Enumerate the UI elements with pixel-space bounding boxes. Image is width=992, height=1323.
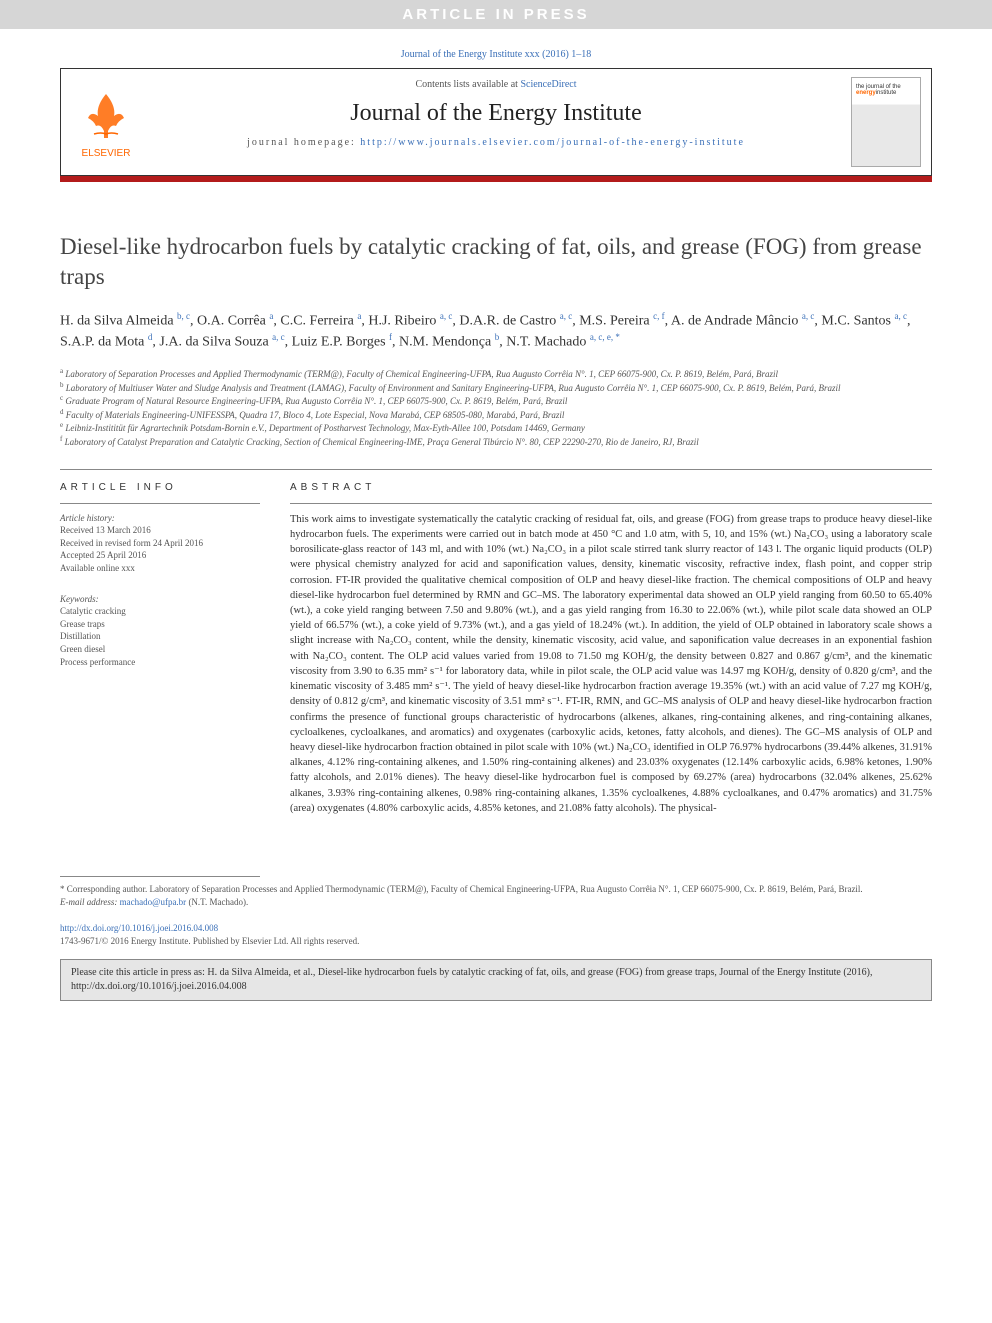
keywords-block: Keywords: Catalytic crackingGrease traps… <box>60 593 260 669</box>
journal-homepage-line: journal homepage: http://www.journals.el… <box>151 137 841 148</box>
footer: * Corresponding author. Laboratory of Se… <box>60 876 932 947</box>
abstract-text: This work aims to investigate systematic… <box>290 512 932 816</box>
affiliation-item: d Faculty of Materials Engineering-UNIFE… <box>60 408 932 422</box>
revised-date: Received in revised form 24 April 2016 <box>60 537 260 550</box>
top-journal-citation: Journal of the Energy Institute xxx (201… <box>0 29 992 68</box>
cover-main: energy <box>856 90 876 96</box>
history-label: Article history: <box>60 512 260 525</box>
article-title: Diesel-like hydrocarbon fuels by catalyt… <box>60 232 932 292</box>
article-info-column: ARTICLE INFO Article history: Received 1… <box>60 482 260 816</box>
divider <box>290 503 932 504</box>
journal-name: Journal of the Energy Institute <box>151 100 841 127</box>
corresponding-email-link[interactable]: machado@ufpa.br <box>120 897 187 907</box>
keyword-item: Catalytic cracking <box>60 605 260 618</box>
accepted-date: Accepted 25 April 2016 <box>60 549 260 562</box>
keywords-label: Keywords: <box>60 593 260 606</box>
online-date: Available online xxx <box>60 562 260 575</box>
article-in-press-banner: ARTICLE IN PRESS <box>0 0 992 29</box>
email-suffix: (N.T. Machado). <box>186 897 248 907</box>
keyword-item: Distillation <box>60 630 260 643</box>
doi-line: http://dx.doi.org/10.1016/j.joei.2016.04… <box>60 922 932 935</box>
keyword-item: Grease traps <box>60 618 260 631</box>
email-label: E-mail address: <box>60 897 120 907</box>
homepage-prefix: journal homepage: <box>247 137 360 148</box>
corresponding-author-note: * Corresponding author. Laboratory of Se… <box>60 883 932 896</box>
main-content: Diesel-like hydrocarbon fuels by catalyt… <box>60 182 932 816</box>
sciencedirect-link[interactable]: ScienceDirect <box>520 79 576 90</box>
doi-link[interactable]: http://dx.doi.org/10.1016/j.joei.2016.04… <box>60 923 218 933</box>
footer-divider <box>60 876 260 877</box>
elsevier-logo: ELSEVIER <box>61 69 151 175</box>
divider <box>60 469 932 470</box>
affiliation-item: c Graduate Program of Natural Resource E… <box>60 394 932 408</box>
affiliation-item: a Laboratory of Separation Processes and… <box>60 367 932 381</box>
header-center: Contents lists available at ScienceDirec… <box>151 69 841 175</box>
elsevier-logo-text: ELSEVIER <box>82 148 131 159</box>
elsevier-tree-icon <box>76 86 136 146</box>
abstract-heading: ABSTRACT <box>290 482 932 493</box>
journal-cover: the journal of the energyinstitute <box>841 69 931 175</box>
email-line: E-mail address: machado@ufpa.br (N.T. Ma… <box>60 896 932 909</box>
affiliation-item: b Laboratory of Multiuser Water and Slud… <box>60 381 932 395</box>
cover-title-text: the journal of the energyinstitute <box>856 84 916 96</box>
affiliation-item: e Leibniz-Instititüt für Agrartechnik Po… <box>60 421 932 435</box>
affiliation-item: f Laboratory of Catalyst Preparation and… <box>60 435 932 449</box>
divider <box>60 503 260 504</box>
cover-suffix: institute <box>876 90 897 96</box>
author-list: H. da Silva Almeida b, c, O.A. Corrêa a,… <box>60 310 932 353</box>
keyword-item: Process performance <box>60 656 260 669</box>
keywords-list: Catalytic crackingGrease trapsDistillati… <box>60 605 260 668</box>
copyright-line: 1743-9671/© 2016 Energy Institute. Publi… <box>60 935 932 948</box>
article-history: Article history: Received 13 March 2016 … <box>60 512 260 575</box>
abstract-column: ABSTRACT This work aims to investigate s… <box>290 482 932 816</box>
article-info-heading: ARTICLE INFO <box>60 482 260 493</box>
two-column-layout: ARTICLE INFO Article history: Received 1… <box>60 482 932 816</box>
please-cite-box: Please cite this article in press as: H.… <box>60 959 932 1001</box>
journal-header-box: ELSEVIER Contents lists available at Sci… <box>60 68 932 176</box>
contents-available-line: Contents lists available at ScienceDirec… <box>151 79 841 90</box>
contents-prefix: Contents lists available at <box>415 79 520 90</box>
received-date: Received 13 March 2016 <box>60 524 260 537</box>
journal-homepage-link[interactable]: http://www.journals.elsevier.com/journal… <box>360 137 745 148</box>
journal-cover-thumbnail: the journal of the energyinstitute <box>851 77 921 167</box>
keyword-item: Green diesel <box>60 643 260 656</box>
affiliations-list: a Laboratory of Separation Processes and… <box>60 367 932 449</box>
